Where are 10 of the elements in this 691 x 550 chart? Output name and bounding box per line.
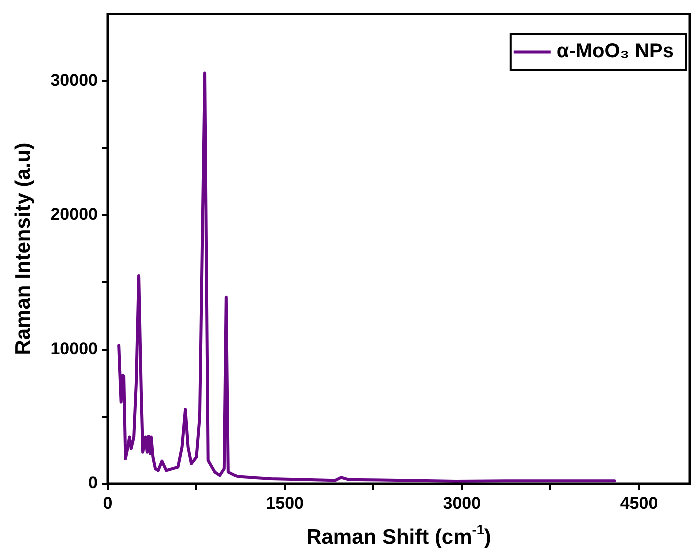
- legend-label: α-MoO₃ NPs: [556, 40, 674, 63]
- y-tick-label: 30000: [50, 71, 98, 90]
- x-tick-label: 1500: [266, 494, 304, 513]
- y-tick-label: 10000: [50, 339, 98, 358]
- x-tick-label: 4500: [620, 494, 658, 513]
- y-tick-label: 0: [88, 474, 98, 493]
- y-tick-label: 20000: [50, 205, 98, 224]
- x-tick-label: 0: [103, 494, 113, 513]
- x-tick-label: 3000: [443, 494, 482, 513]
- y-axis-title: Raman Intensity (a.u): [12, 142, 35, 356]
